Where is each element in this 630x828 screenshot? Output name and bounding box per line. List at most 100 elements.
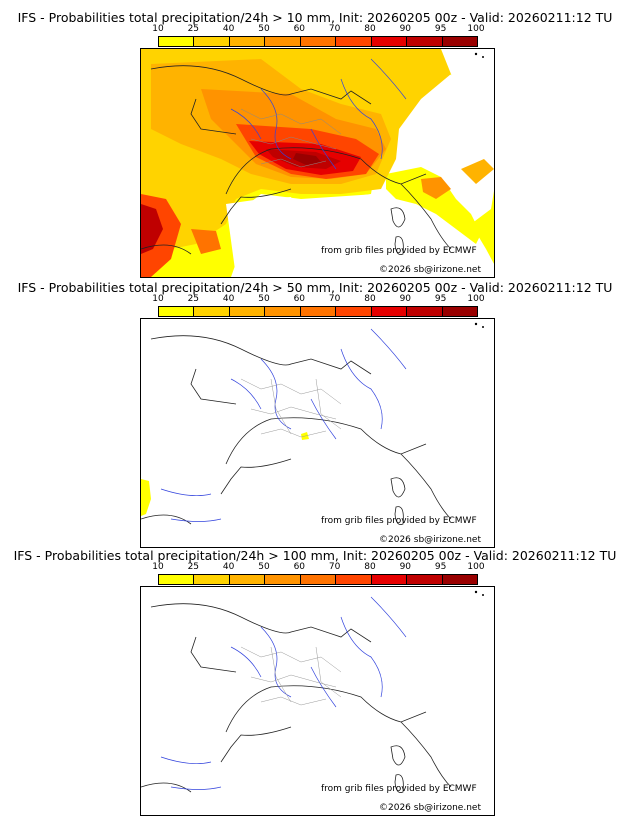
legend-tick: 10 <box>152 294 164 304</box>
island <box>482 56 484 58</box>
legend-tick: 100 <box>467 24 485 34</box>
prob-area <box>421 177 451 199</box>
legend-swatch <box>370 307 407 316</box>
probability-map: from grib files provided by ECMWF ©2026 … <box>140 318 495 548</box>
legend-tick: 25 <box>187 562 200 572</box>
legend-swatch <box>159 575 194 584</box>
prob-area <box>191 229 221 254</box>
copyright-credit: ©2026 sb@irizone.net <box>379 535 481 545</box>
legend-swatch <box>370 37 407 46</box>
legend-tick: 95 <box>434 294 447 304</box>
coastline <box>141 335 452 525</box>
admin-boundary <box>240 646 342 706</box>
admin-boundary <box>240 378 342 438</box>
source-credit: from grib files provided by ECMWF <box>321 784 477 794</box>
legend-swatch <box>264 575 300 584</box>
panel-title: IFS - Probabilities total precipitation/… <box>13 548 617 563</box>
river <box>230 58 407 170</box>
island-outline <box>390 745 406 793</box>
map-graphic <box>141 590 484 793</box>
legend-tick: 40 <box>222 294 235 304</box>
legend-tick: 90 <box>399 24 412 34</box>
legend-tick: 95 <box>434 24 447 34</box>
legend-tick: 100 <box>467 294 485 304</box>
legend-tick: 10 <box>152 562 164 572</box>
legend-tick: 25 <box>187 294 200 304</box>
island <box>482 594 484 596</box>
legend-tick: 50 <box>258 562 270 572</box>
legend-tick: 100 <box>467 562 485 572</box>
prob-area <box>471 191 494 264</box>
legend-tick: 40 <box>222 24 235 34</box>
island <box>482 326 484 328</box>
island <box>474 322 478 326</box>
legend-ticks: 10 25 40 50 60 70 80 90 95 100 <box>152 24 484 36</box>
legend-tick: 10 <box>152 24 164 34</box>
legend-swatch <box>193 575 229 584</box>
legend-swatch <box>264 307 300 316</box>
copyright-credit: ©2026 sb@irizone.net <box>379 803 481 813</box>
legend-tick: 90 <box>399 562 412 572</box>
island-outline <box>390 477 406 525</box>
legend-tick: 60 <box>293 294 306 304</box>
prob-area <box>293 153 321 165</box>
legend-swatch <box>299 307 336 316</box>
prob-area <box>141 479 151 516</box>
legend-tick: 80 <box>364 294 376 304</box>
legend-swatch <box>335 37 371 46</box>
island-outline <box>390 207 406 255</box>
panel-title: IFS - Probabilities total precipitation/… <box>17 10 613 25</box>
legend-tick: 60 <box>293 24 306 34</box>
panel-title: IFS - Probabilities total precipitation/… <box>17 280 613 295</box>
legend-tick: 70 <box>328 24 341 34</box>
copyright-credit: ©2026 sb@irizone.net <box>379 265 481 275</box>
river <box>160 328 407 522</box>
map-graphic <box>141 322 484 525</box>
legend-tick: 80 <box>364 24 376 34</box>
legend-ticks: 10 25 40 50 60 70 80 90 95 100 <box>152 294 484 306</box>
legend-swatch <box>441 575 477 584</box>
color-legend <box>158 574 478 585</box>
legend-swatch <box>335 575 371 584</box>
color-legend <box>158 36 478 47</box>
coastline <box>141 603 452 793</box>
legend-tick: 70 <box>328 562 341 572</box>
coastline <box>141 65 452 255</box>
legend-tick: 40 <box>222 562 235 572</box>
island <box>474 590 478 594</box>
legend-tick: 25 <box>187 24 200 34</box>
legend-tick: 50 <box>258 24 270 34</box>
legend-ticks: 10 25 40 50 60 70 80 90 95 100 <box>152 562 484 574</box>
prob-area <box>141 204 163 254</box>
legend-swatch <box>193 37 229 46</box>
island <box>474 52 478 56</box>
sea <box>441 49 494 159</box>
admin-boundary <box>240 108 342 168</box>
legend-swatch <box>228 575 265 584</box>
source-credit: from grib files provided by ECMWF <box>321 516 477 526</box>
legend-tick: 70 <box>328 294 341 304</box>
legend-swatch <box>335 307 371 316</box>
sea <box>301 194 391 277</box>
legend-swatch <box>299 37 336 46</box>
legend-tick: 95 <box>434 562 447 572</box>
legend-tick: 60 <box>293 562 306 572</box>
map-graphic <box>141 49 494 277</box>
probability-map: from grib files provided by ECMWF ©2026 … <box>140 48 495 278</box>
prob-area <box>461 159 494 184</box>
legend-tick: 80 <box>364 562 376 572</box>
legend-swatch <box>299 575 336 584</box>
legend-tick: 50 <box>258 294 270 304</box>
color-legend <box>158 306 478 317</box>
sea <box>226 197 306 277</box>
source-credit: from grib files provided by ECMWF <box>321 246 477 256</box>
legend-swatch <box>159 307 194 316</box>
legend-swatch <box>193 307 229 316</box>
legend-swatch <box>159 37 194 46</box>
legend-tick: 90 <box>399 294 412 304</box>
legend-swatch <box>441 37 477 46</box>
legend-swatch <box>228 37 265 46</box>
probability-map: from grib files provided by ECMWF ©2026 … <box>140 586 495 816</box>
legend-swatch <box>441 307 477 316</box>
legend-swatch <box>228 307 265 316</box>
